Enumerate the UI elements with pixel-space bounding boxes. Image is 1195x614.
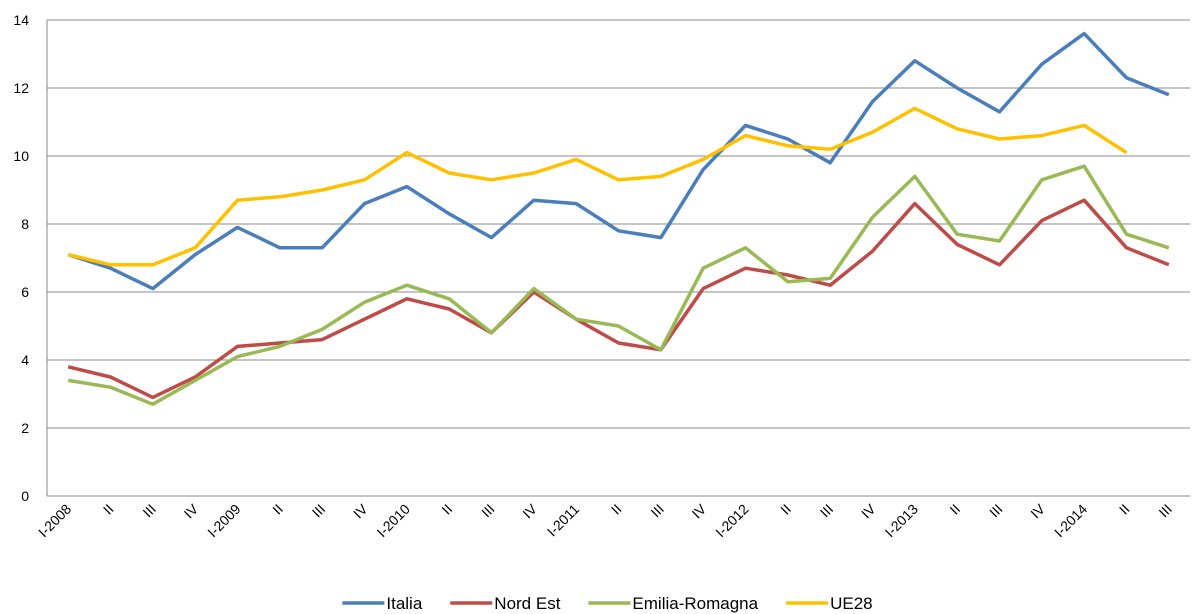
x-tick-label: I-2009 bbox=[204, 501, 244, 541]
y-tick-label: 8 bbox=[21, 216, 29, 232]
x-tick-label: III bbox=[1155, 501, 1175, 521]
x-tick-label: IV bbox=[350, 500, 371, 521]
x-tick-label: IV bbox=[858, 500, 879, 521]
x-tick-label: I-2011 bbox=[544, 501, 583, 540]
y-tick-label: 6 bbox=[21, 284, 29, 300]
y-tick-label: 4 bbox=[21, 352, 29, 368]
x-tick-label: III bbox=[309, 501, 329, 521]
y-tick-label: 0 bbox=[21, 488, 29, 504]
x-tick-label: II bbox=[777, 501, 794, 518]
legend-label: UE28 bbox=[830, 594, 873, 613]
x-tick-label: IV bbox=[519, 500, 540, 521]
legend-label: Italia bbox=[386, 594, 422, 613]
x-tick-label: III bbox=[986, 501, 1006, 521]
y-tick-label: 10 bbox=[13, 148, 29, 164]
line-series bbox=[67, 164, 1170, 406]
line-series bbox=[67, 31, 1170, 291]
y-tick-label: 14 bbox=[13, 12, 29, 28]
x-tick-label: III bbox=[139, 501, 159, 521]
x-tick-label: II bbox=[269, 501, 286, 518]
x-tick-label: III bbox=[478, 501, 498, 521]
x-tick-label: III bbox=[817, 501, 837, 521]
x-tick-label: I-2014 bbox=[1051, 501, 1091, 541]
legend-label: Emilia-Romagna bbox=[632, 594, 758, 613]
x-tick-label: I-2012 bbox=[712, 501, 752, 541]
x-tick-label: II bbox=[608, 501, 625, 518]
line-series bbox=[67, 198, 1170, 400]
x-tick-label: II bbox=[1116, 501, 1133, 518]
x-tick-label: IV bbox=[181, 500, 202, 521]
y-tick-label: 2 bbox=[21, 420, 29, 436]
legend-label: Nord Est bbox=[494, 594, 560, 613]
x-tick-label: III bbox=[647, 501, 667, 521]
x-tick-label: I-2013 bbox=[882, 501, 922, 541]
x-tick-label: II bbox=[100, 501, 117, 518]
x-tick-label: I-2008 bbox=[35, 501, 75, 541]
x-tick-label: II bbox=[946, 501, 963, 518]
line-series bbox=[67, 106, 1128, 267]
y-tick-label: 12 bbox=[13, 80, 29, 96]
legend: Italia Nord Est Emilia-Romagna UE28 bbox=[342, 594, 873, 613]
x-tick-label: IV bbox=[1027, 500, 1048, 521]
x-tick-label: II bbox=[438, 501, 455, 518]
x-tick-label: IV bbox=[689, 500, 710, 521]
x-tick-label: I-2010 bbox=[374, 501, 414, 541]
